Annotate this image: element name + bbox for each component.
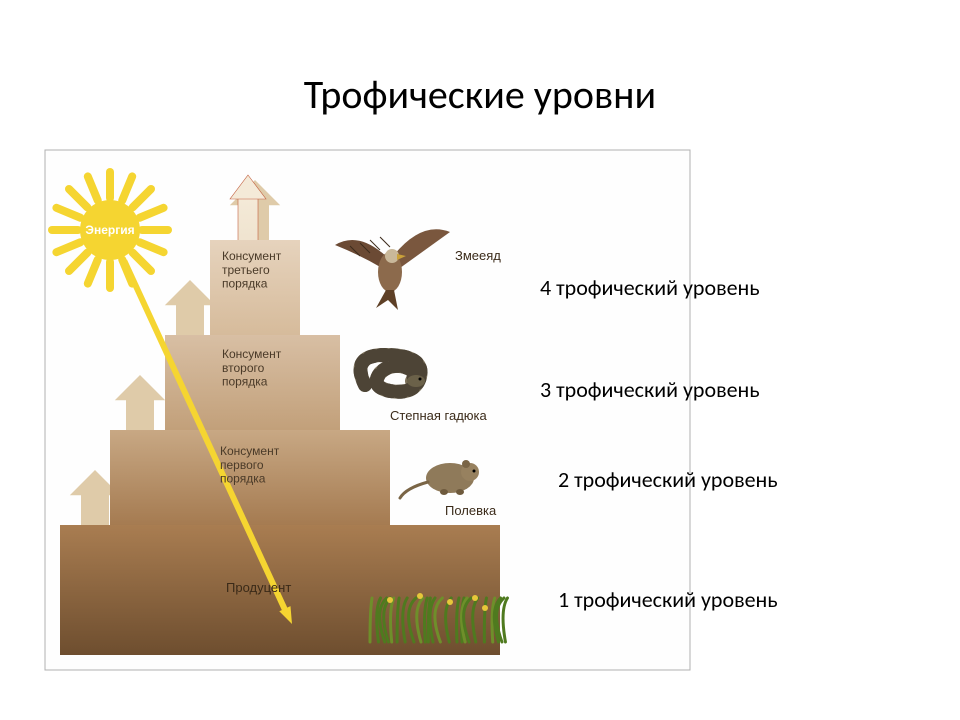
annotation-lvl3: 3 трофический уровень — [540, 376, 760, 403]
annotation-lvl1: 1 трофический уровень — [558, 586, 778, 613]
tier-label-producer: Продуцент — [226, 580, 291, 595]
slide-stage: Трофические уровни ЭнергияПродуцентКонсу… — [0, 0, 960, 720]
annotation-lvl2: 2 трофический уровень — [558, 466, 778, 493]
sun-label: Энергия — [85, 223, 134, 237]
organism-label-eagle: Змееяд — [455, 248, 501, 263]
organism-label-viper: Степная гадюка — [390, 408, 488, 423]
organism-label-vole: Полевка — [445, 503, 497, 518]
trophic-diagram: ЭнергияПродуцентКонсументпервогопорядкаК… — [0, 0, 960, 720]
annotation-lvl4: 4 трофический уровень — [540, 274, 760, 301]
